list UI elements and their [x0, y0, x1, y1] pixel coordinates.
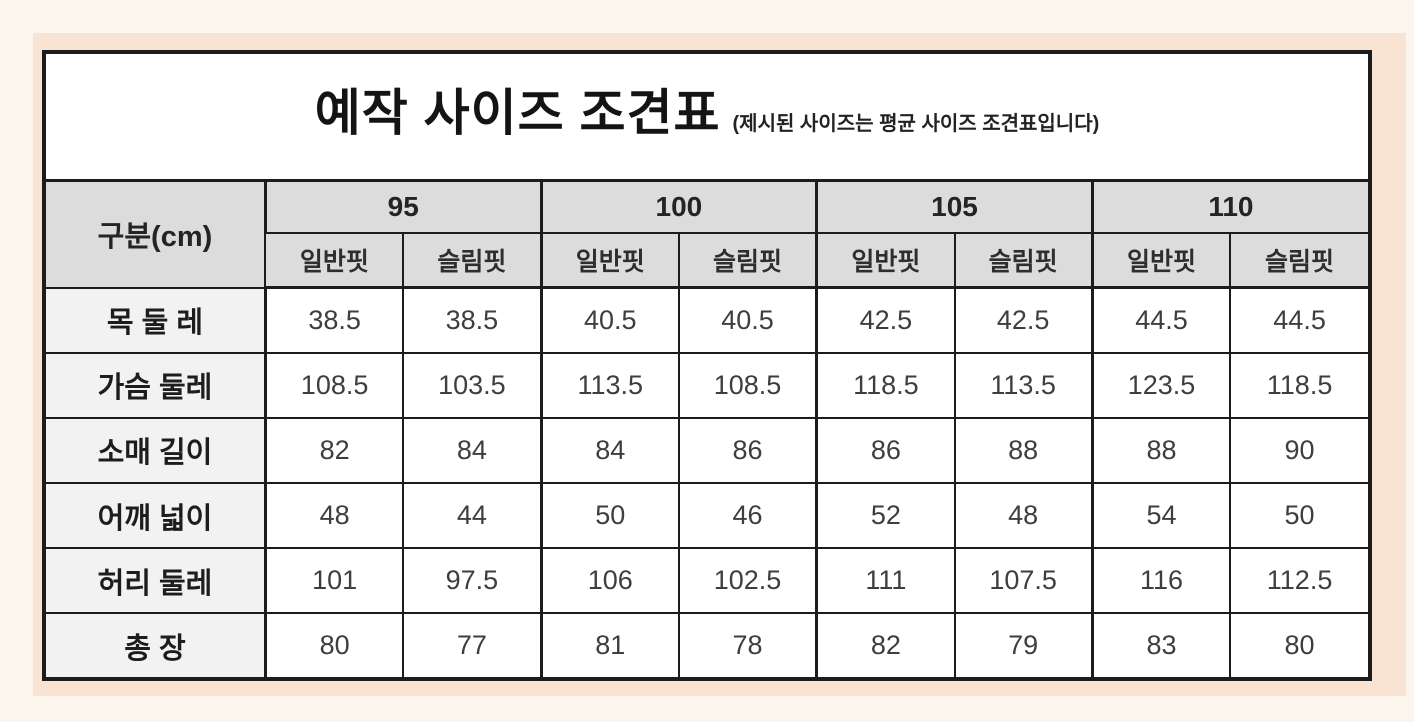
- row-label: 가슴 둘레: [46, 351, 267, 419]
- value-cell: 116: [1090, 547, 1232, 615]
- value-cell: 44.5: [1229, 286, 1368, 354]
- value-cell: 40.5: [539, 286, 680, 354]
- value-cell: 111: [815, 547, 956, 615]
- value-cell: 113.5: [953, 351, 1094, 419]
- table-row-neck: 목 둘 레 38.5 38.5 40.5 40.5 42.5 42.5 44.5…: [46, 286, 1368, 354]
- value-cell: 79: [953, 612, 1094, 677]
- value-cell: 42.5: [953, 286, 1094, 354]
- value-cell: 84: [539, 416, 680, 484]
- value-cell: 88: [1090, 416, 1232, 484]
- value-cell: 48: [953, 481, 1094, 550]
- table-row-shoulder: 어깨 넓이 48 44 50 46 52 48 54 50: [46, 481, 1368, 550]
- value-cell: 108.5: [677, 351, 818, 419]
- value-cell: 113.5: [539, 351, 680, 419]
- value-cell: 83: [1090, 612, 1232, 677]
- fit-header-regular: 일반핏: [1090, 232, 1232, 289]
- table-row-waist: 허리 둘레 101 97.5 106 102.5 111 107.5 116 1…: [46, 547, 1368, 615]
- value-cell: 44.5: [1090, 286, 1232, 354]
- fit-header-slim: 슬림핏: [677, 232, 818, 289]
- row-label: 목 둘 레: [46, 286, 267, 354]
- value-cell: 54: [1090, 481, 1232, 550]
- value-cell: 118.5: [1229, 351, 1368, 419]
- unit-header-cell: 구분(cm): [46, 182, 267, 289]
- value-cell: 97.5: [402, 547, 543, 615]
- value-cell: 50: [1229, 481, 1368, 550]
- value-cell: 46: [677, 481, 818, 550]
- row-label: 총 장: [46, 612, 267, 677]
- value-cell: 40.5: [677, 286, 818, 354]
- fit-header-regular: 일반핏: [265, 232, 405, 289]
- value-cell: 88: [953, 416, 1094, 484]
- fit-header-slim: 슬림핏: [402, 232, 543, 289]
- fit-header-slim: 슬림핏: [953, 232, 1094, 289]
- fit-header-row: 일반핏 슬림핏 일반핏 슬림핏 일반핏 슬림핏 일반핏 슬림핏: [46, 232, 1368, 289]
- title-band: 예작 사이즈 조견표 (제시된 사이즈는 평균 사이즈 조견표입니다): [46, 54, 1368, 182]
- value-cell: 112.5: [1229, 547, 1368, 615]
- row-label: 어깨 넓이: [46, 481, 267, 550]
- value-cell: 78: [677, 612, 818, 677]
- value-cell: 82: [815, 612, 956, 677]
- value-cell: 48: [263, 481, 405, 550]
- value-cell: 82: [263, 416, 405, 484]
- value-cell: 103.5: [402, 351, 543, 419]
- value-cell: 102.5: [677, 547, 818, 615]
- value-cell: 84: [402, 416, 543, 484]
- value-cell: 42.5: [815, 286, 956, 354]
- value-cell: 86: [815, 416, 956, 484]
- size-header-110: 110: [1090, 182, 1368, 234]
- size-header-100: 100: [539, 182, 818, 234]
- value-cell: 77: [402, 612, 543, 677]
- value-cell: 50: [539, 481, 680, 550]
- table-row-chest: 가슴 둘레 108.5 103.5 113.5 108.5 118.5 113.…: [46, 351, 1368, 419]
- row-label: 허리 둘레: [46, 547, 267, 615]
- value-cell: 86: [677, 416, 818, 484]
- value-cell: 107.5: [953, 547, 1094, 615]
- size-header-95: 95: [263, 182, 543, 234]
- value-cell: 80: [263, 612, 405, 677]
- value-cell: 52: [815, 481, 956, 550]
- size-header-row: 구분(cm) 95 100 105 110: [46, 182, 1368, 289]
- value-cell: 38.5: [402, 286, 543, 354]
- value-cell: 123.5: [1090, 351, 1232, 419]
- value-cell: 38.5: [263, 286, 405, 354]
- value-cell: 106: [539, 547, 680, 615]
- table-row-total-length: 총 장 80 77 81 78 82 79 83 80: [46, 612, 1368, 677]
- value-cell: 118.5: [815, 351, 956, 419]
- value-cell: 80: [1229, 612, 1368, 677]
- fit-header-regular: 일반핏: [539, 232, 680, 289]
- page-subtitle: (제시된 사이즈는 평균 사이즈 조견표입니다): [732, 113, 1100, 135]
- value-cell: 90: [1229, 416, 1368, 484]
- size-header-105: 105: [815, 182, 1094, 234]
- size-table: 구분(cm) 95 100 105 110 일반핏 슬림핏 일반핏 슬림핏 일반…: [46, 182, 1368, 677]
- value-cell: 44: [402, 481, 543, 550]
- page-title: 예작 사이즈 조견표: [314, 85, 721, 141]
- value-cell: 81: [539, 612, 680, 677]
- fit-header-regular: 일반핏: [815, 232, 956, 289]
- value-cell: 101: [263, 547, 405, 615]
- fit-header-slim: 슬림핏: [1229, 232, 1368, 289]
- table-row-sleeve: 소매 길이 82 84 84 86 86 88 88 90: [46, 416, 1368, 484]
- size-chart-sheet: 예작 사이즈 조견표 (제시된 사이즈는 평균 사이즈 조견표입니다) 구분(c…: [42, 50, 1372, 681]
- row-label: 소매 길이: [46, 416, 267, 484]
- value-cell: 108.5: [263, 351, 405, 419]
